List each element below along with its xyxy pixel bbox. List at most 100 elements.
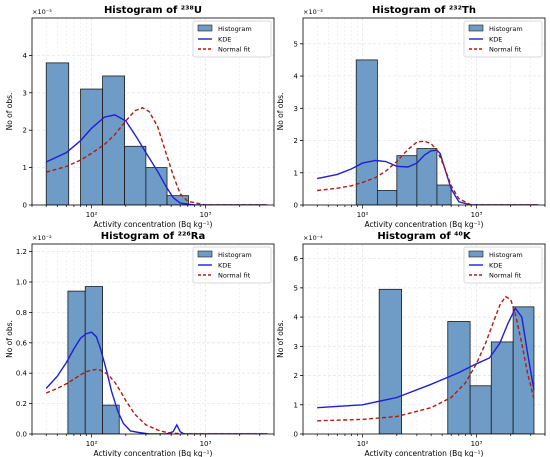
normal-fit-line [46, 107, 268, 205]
axes-frame [31, 243, 275, 435]
y-tick-label: 0.8 [16, 309, 27, 317]
y-tick-label: 3 [23, 89, 27, 97]
normal-fit-line [45, 368, 268, 434]
x-tick-label: 10² [357, 440, 369, 448]
y-tick-label: 1 [294, 169, 298, 177]
histogram-bar [102, 75, 125, 205]
legend-label-histogram: Histogram [489, 251, 523, 259]
y-tick-label: 0.6 [16, 339, 28, 347]
y-tick-label: 4 [294, 314, 299, 322]
legend-label-kde: KDE [218, 36, 231, 44]
legend-box [192, 20, 272, 58]
x-tick-label: 10³ [200, 440, 212, 448]
chart-title: Histogram of ²²⁶Ra [101, 231, 205, 242]
histogram-bar [447, 321, 471, 434]
legend-label-histogram: Histogram [218, 251, 252, 259]
legend-box [192, 246, 272, 284]
x-axis-label: Activity concentration (Bq kg⁻¹) [365, 220, 484, 229]
x-tick-label: 10² [86, 440, 98, 448]
chart-title: Histogram of ⁴⁰K [377, 231, 472, 242]
chart-panel-2: 0 1 2 3 4 5 10² 10³ ×10⁻³ Histogram of ²³²Th Activ… [276, 5, 546, 229]
chart-title: Histogram of ²³⁸U [104, 5, 202, 16]
histogram-bar [416, 148, 438, 205]
kde-line [317, 149, 539, 205]
legend: Histogram KDE Normal fit [463, 20, 543, 58]
legend-label-normal-fit: Normal fit [489, 272, 522, 280]
y-offset-label: ×10⁻⁴ [303, 234, 323, 242]
legend-label-normal-fit: Normal fit [218, 272, 251, 280]
y-axis-label: No of obs. [5, 93, 14, 131]
y-tick-label: 0.2 [16, 400, 27, 408]
y-offset-label: ×10⁻² [32, 234, 52, 242]
y-tick-label: 4 [294, 73, 299, 81]
y-tick-label: 1 [23, 164, 27, 172]
y-tick-label: 2 [294, 137, 298, 145]
y-tick-label: 1 [294, 401, 298, 409]
histogram-bar [145, 167, 168, 205]
histogram-bar [376, 190, 398, 205]
histogram-bar [84, 286, 103, 434]
histogram-bar [124, 145, 147, 205]
x-axis-label: Activity concentration (Bq kg⁻¹) [94, 449, 213, 457]
y-tick-label: 0 [294, 431, 298, 439]
x-tick-label: 10² [357, 211, 369, 219]
x-axis-label: Activity concentration (Bq kg⁻¹) [365, 449, 484, 457]
legend-label-normal-fit: Normal fit [218, 46, 251, 54]
y-tick-label: 3 [294, 105, 298, 113]
legend-histogram-swatch [468, 24, 484, 32]
axes-frame [302, 243, 546, 435]
x-tick-label: 10² [86, 211, 98, 219]
histogram-bar [80, 88, 103, 205]
x-tick-label: 10³ [471, 211, 483, 219]
y-tick-label: 0 [294, 202, 298, 210]
y-tick-label: 1.2 [16, 248, 27, 256]
histogram-bar [355, 59, 378, 205]
legend-label-histogram: Histogram [218, 25, 252, 33]
legend-label-kde: KDE [489, 262, 502, 270]
x-tick-label: 10³ [200, 211, 212, 219]
chart-panel-4: 0 1 2 3 4 5 6 10² 10³ ×10⁻⁴ Histogram of ⁴⁰K Activi… [276, 231, 546, 457]
y-tick-label: 3 [294, 343, 298, 351]
histogram-bar [490, 341, 514, 434]
histogram-bar [396, 155, 418, 205]
y-axis-label: No of obs. [276, 93, 285, 131]
legend-label-histogram: Histogram [489, 25, 523, 33]
chart-panel-3: 0.0 0.2 0.4 0.6 0.8 1.0 1.2 10² 10³ ×10⁻² Histogra… [5, 231, 275, 457]
y-tick-label: 5 [294, 284, 298, 292]
legend-label-normal-fit: Normal fit [489, 46, 522, 54]
legend: Histogram KDE Normal fit [192, 20, 272, 58]
kde-line [45, 331, 268, 434]
histogram-bar [436, 184, 452, 205]
kde-line [317, 306, 535, 409]
histogram-bar [512, 306, 535, 434]
legend-label-kde: KDE [489, 36, 502, 44]
y-tick-label: 2 [294, 372, 298, 380]
chart-title: Histogram of ²³²Th [372, 5, 476, 16]
normal-fit-line [317, 295, 535, 422]
histogram-bar [378, 288, 402, 434]
x-tick-label: 10³ [471, 440, 483, 448]
y-tick-label: 1.0 [16, 279, 27, 287]
y-tick-label: 0.0 [16, 431, 27, 439]
y-offset-label: ×10⁻³ [303, 8, 323, 16]
normal-fit-line [317, 140, 539, 205]
chart-panel-1: 0 1 2 3 4 10² 10³ ×10⁻³ Histogram of ²³⁸U Activit… [5, 5, 275, 229]
histogram-bars [378, 288, 535, 434]
y-tick-label: 0 [23, 202, 27, 210]
y-tick-label: 0.4 [16, 370, 28, 378]
histogram-bars [45, 62, 189, 205]
histogram-bars [67, 286, 120, 434]
legend-label-kde: KDE [218, 262, 231, 270]
y-offset-label: ×10⁻³ [32, 8, 52, 16]
y-axis-label: No of obs. [276, 320, 285, 358]
x-axis-label: Activity concentration (Bq kg⁻¹) [94, 220, 213, 229]
axes-frame [31, 17, 275, 206]
legend: Histogram KDE Normal fit [192, 246, 272, 284]
histogram-bars [355, 59, 452, 205]
axes-frame [302, 17, 546, 206]
histogram-bar [469, 385, 492, 434]
histogram-bar [67, 290, 86, 434]
legend: Histogram KDE Normal fit [463, 246, 543, 284]
legend-box [463, 20, 543, 58]
